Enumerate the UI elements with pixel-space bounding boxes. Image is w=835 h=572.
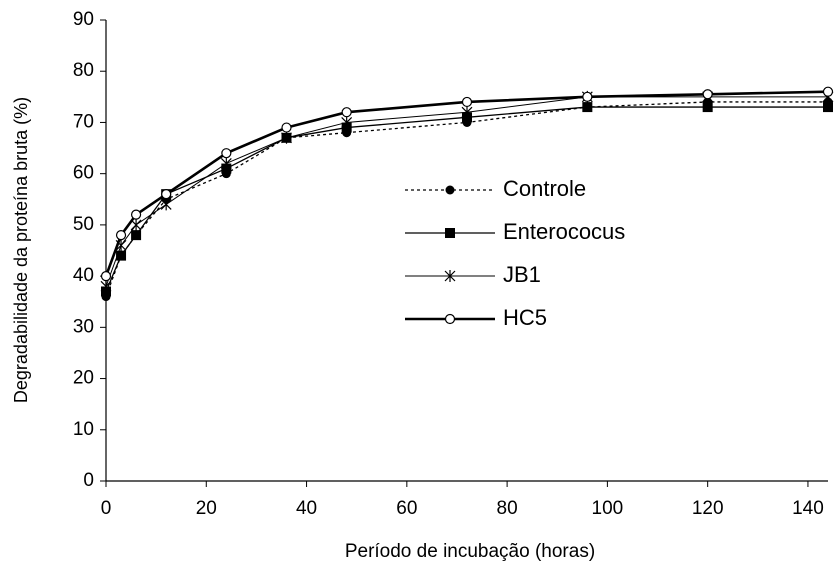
data-point [100,271,112,282]
data-point [161,189,172,200]
data-point [461,96,473,108]
data-point [130,218,142,231]
y-tick-label: 20 [73,368,94,389]
legend-marker [445,185,455,195]
x-tick-label: 120 [692,498,724,519]
y-tick-label: 60 [73,163,94,184]
legend-label: Enterococus [503,219,625,244]
data-point [130,209,142,220]
data-point [115,230,127,241]
x-tick-label: 140 [792,498,824,519]
y-axis-label: Degradabilidade da proteína bruta (%) [11,97,31,403]
x-tick-label: 20 [196,498,217,519]
y-tick-label: 50 [73,214,94,235]
y-tick-label: 90 [73,9,94,30]
data-point [823,102,833,113]
x-tick-label: 60 [396,498,417,519]
series-line [105,106,828,292]
x-axis-label: Período de incubação (horas) [345,541,595,562]
x-tick-label: 40 [296,498,317,519]
legend-marker [444,313,456,325]
legend-marker [445,228,455,238]
y-tick-label: 10 [73,419,94,440]
data-point [702,89,713,100]
data-point [131,230,142,241]
x-tick-label: 80 [497,498,518,519]
data-point [115,239,127,252]
y-tick-label: 40 [73,265,94,286]
data-point [822,86,834,97]
data-point [582,102,593,113]
data-point [461,106,473,119]
y-tick-label: 30 [73,316,94,337]
legend-label: HC5 [503,305,547,330]
x-tick-label: 0 [101,498,112,519]
data-point [341,107,352,118]
series-line [105,101,828,297]
legend-label: Controle [503,176,586,201]
data-point [116,250,127,261]
data-point [281,122,292,133]
data-point [702,102,713,113]
y-tick-label: 70 [73,111,94,132]
data-point [220,157,232,170]
y-tick-label: 0 [83,470,94,491]
data-point [582,91,593,102]
x-tick-label: 100 [592,498,624,519]
y-tick-label: 80 [73,60,94,81]
legend-marker [444,270,456,282]
data-point [221,148,232,159]
data-point [281,131,292,144]
data-point [341,116,353,129]
data-point [100,280,112,293]
legend-label: JB1 [503,262,541,287]
data-point [160,198,172,211]
